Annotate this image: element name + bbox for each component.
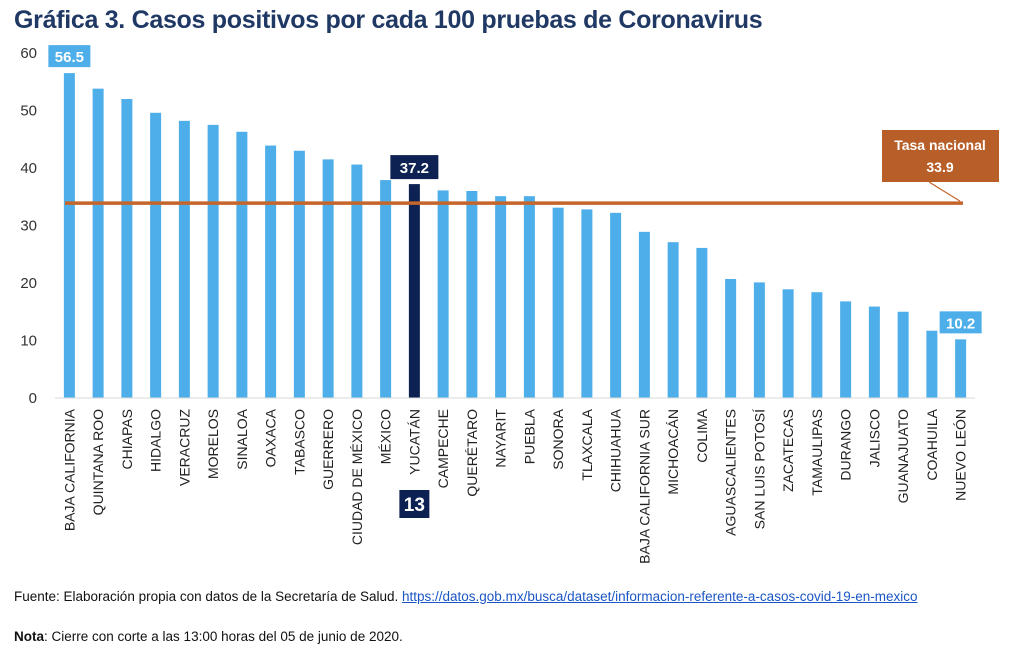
national-rate-label-box [882,130,999,182]
footer-source: Fuente: Elaboración propia con datos de … [14,588,1014,606]
bar [638,231,650,398]
bar [380,180,392,398]
footer-note-text: : Cierre con corte a las 13:00 horas del… [44,629,403,644]
bar [840,301,852,398]
footer-note-label: Nota [14,629,44,644]
bar [322,159,334,398]
x-tick-label: AGUASCALIENTES [723,409,739,536]
highlight-value-box [390,155,439,180]
x-tick-label: NAYARIT [493,409,509,468]
footer-source-link[interactable]: https://datos.gob.mx/busca/dataset/infor… [402,589,918,604]
bar [725,278,737,398]
x-tick-label: OAXACA [263,408,279,467]
national-rate-label-title: Tasa nacional [894,137,986,153]
bar [696,247,708,398]
y-tick-label: 10 [20,333,37,350]
x-tick-label: JALISCO [866,409,882,467]
x-tick-label: GUERRERO [320,409,336,490]
bar [868,306,880,398]
data-label-box [939,311,982,334]
data-label-box [48,45,91,68]
highlight-value-label: 37.2 [400,160,429,177]
bar [236,131,248,398]
x-tick-label: TLAXCALA [579,408,595,480]
bar [92,88,104,399]
bar [782,289,794,398]
x-tick-label: CHIAPAS [119,409,135,469]
x-tick-label: VERACRUZ [176,409,192,486]
bar [811,292,823,398]
bar [121,99,133,398]
x-tick-label: COLIMA [694,408,710,462]
footer-source-text: Fuente: Elaboración propia con datos de … [14,589,402,604]
bar [753,282,765,398]
highlight-rank-label: 13 [404,495,425,516]
footer-note: Nota: Cierre con corte a las 13:00 horas… [14,628,1014,646]
bar [150,112,162,399]
y-tick-label: 40 [20,160,37,177]
bar [293,150,305,398]
bar [351,164,363,398]
bar [495,196,507,398]
x-tick-label: SINALOA [234,408,250,469]
x-tick-label: CHIHUAHUA [608,408,624,492]
x-tick-label: BAJA CALIFORNIA [61,408,77,531]
bar [265,145,277,398]
y-tick-label: 60 [20,45,37,62]
x-tick-label: HIDALGO [148,409,164,472]
data-label: 10.2 [946,315,975,332]
y-tick-label: 20 [20,275,37,292]
national-rate-leader [928,181,961,202]
x-tick-label: CIUDAD DE MÉXICO [349,409,365,545]
x-tick-label: ZACATECAS [780,409,796,492]
x-tick-label: CAMPECHE [435,409,451,488]
data-label: 56.5 [55,49,84,66]
bar [897,311,909,398]
x-tick-label: GUANAJUATO [895,409,911,503]
x-tick-label: MÉXICO [378,409,394,464]
x-tick-label: SAN LUIS POTOSÍ [751,409,767,529]
y-tick-label: 30 [20,218,37,235]
x-tick-label: COAHUILA [924,408,940,480]
x-tick-label: QUINTANA ROO [90,409,106,515]
bar [581,209,593,398]
bar [207,124,219,398]
x-tick-label: DURANGO [838,409,854,481]
y-tick-label: 50 [20,103,37,120]
x-tick-label: SONORA [550,408,566,469]
x-tick-label: NUEVO LEÓN [953,409,969,501]
bar [437,190,449,398]
bar-chart: 0 10 20 30 40 50 60 BAJA CALIFORNIA QUINTANA ROO… [20,45,999,564]
bar [523,196,535,398]
bar [552,207,564,398]
highlight-rank-box [399,490,430,518]
y-tick-label: 0 [29,390,37,407]
bar [408,184,420,398]
bar [466,191,478,398]
x-tick-label: QUERÉTARO [464,409,480,497]
bar [610,212,622,398]
x-tick-label: TABASCO [291,409,307,475]
bar [667,242,679,398]
x-tick-label: YUCATÁN [406,409,422,475]
bar [178,120,190,398]
x-tick-label: MICHOACÁN [665,409,681,495]
x-tick-label: BAJA CALIFORNIA SUR [636,409,652,564]
x-tick-label: TAMAULIPAS [809,409,825,496]
national-rate-label-value: 33.9 [926,159,953,175]
x-tick-label: PUEBLA [521,408,537,464]
bar [926,330,938,398]
bar [955,339,967,398]
bar [63,73,75,398]
x-tick-label: MORELOS [205,409,221,479]
chart-title: Gráfica 3. Casos positivos por cada 100 … [14,6,763,34]
